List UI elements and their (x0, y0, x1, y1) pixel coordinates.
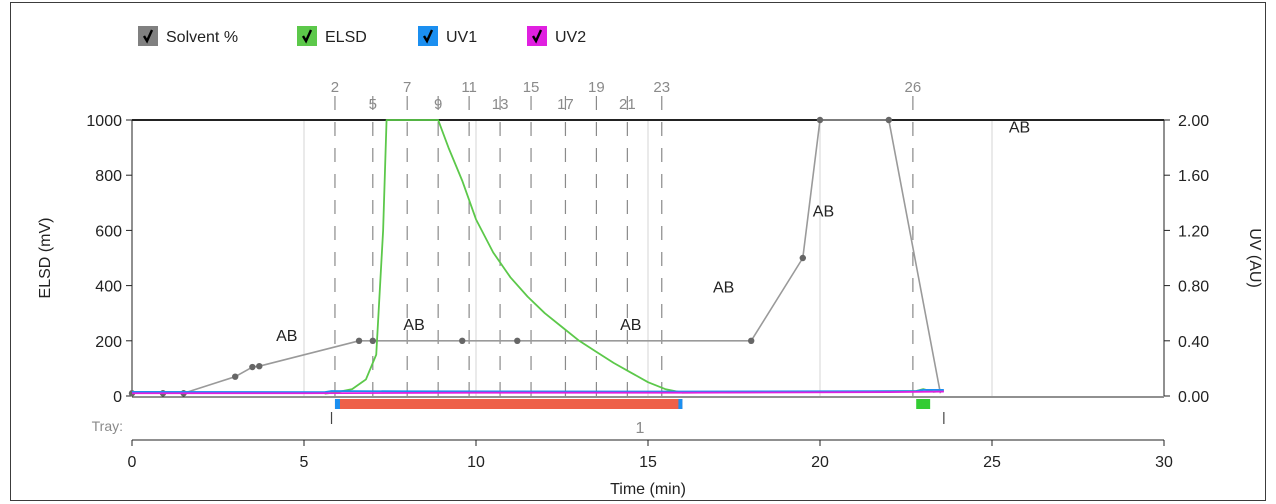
x-tick-label: 10 (467, 454, 485, 471)
fraction-label: 17 (557, 96, 574, 113)
tray-fraction-bar (334, 399, 683, 409)
y-left-tick-label: 200 (95, 334, 122, 351)
gradient-segment-label: AB (403, 317, 424, 334)
y-right-tick-label: 0.80 (1178, 279, 1209, 296)
y-right-tick-label: 1.20 (1178, 223, 1209, 240)
solvent-point-marker (369, 337, 376, 344)
fraction-label: 23 (653, 79, 670, 96)
x-axis-title: Time (min) (610, 481, 686, 498)
fraction-label: 2 (331, 79, 339, 96)
fraction-label: 21 (619, 96, 636, 113)
solvent-point-marker (799, 254, 806, 262)
solvent-point-marker (249, 363, 256, 371)
series-line-elsd (324, 119, 944, 395)
series-line-solvent (132, 119, 942, 395)
y-right-tick-label: 0.40 (1178, 334, 1209, 351)
x-tick-label: 15 (639, 454, 657, 471)
tray-bar-edge (678, 399, 683, 409)
fraction-label: 7 (403, 79, 411, 96)
y-left-tick-label: 800 (95, 168, 122, 185)
series-line-uv2 (132, 390, 944, 395)
fraction-label: 9 (434, 96, 442, 113)
y-left-tick-label: 400 (95, 279, 122, 296)
fraction-label: 5 (369, 96, 377, 113)
solvent-point-marker (355, 337, 363, 344)
solvent-point-marker (256, 362, 263, 370)
x-tick-label: 0 (128, 454, 137, 471)
gradient-segment-label: AB (1009, 119, 1030, 136)
y-left-axis-title: ELSD (mV) (37, 218, 54, 299)
gradient-segment-label: AB (620, 317, 641, 334)
y-left-tick-label: 600 (95, 223, 122, 240)
tray-bar-edge (916, 399, 922, 409)
legend-check-icon (531, 29, 543, 44)
gradient-segment-label: AB (276, 328, 297, 345)
gradient-segment-label: AB (813, 204, 834, 221)
y-left-tick-label: 0 (113, 389, 122, 406)
legend-check-icon (142, 29, 154, 44)
solvent-point-marker (232, 373, 239, 380)
tray-bar-edge (334, 399, 340, 409)
legend-check-icon (301, 29, 313, 44)
solvent-point-marker (459, 337, 466, 344)
fraction-label: 13 (492, 96, 509, 113)
tray-bar-edge (926, 399, 931, 409)
x-tick-label: 30 (1155, 454, 1173, 471)
fraction-label: 19 (588, 79, 605, 96)
series-line-uv1 (131, 389, 944, 394)
tray-label: Tray: (92, 418, 123, 434)
gradient-segment-label: AB (713, 280, 734, 297)
y-left-tick-label: 1000 (86, 113, 122, 130)
solvent-point-marker (748, 337, 755, 344)
solvent-point-marker (816, 116, 824, 124)
legend-label-solvent: Solvent % (166, 29, 238, 46)
y-right-axis-title: UV (AU) (1246, 228, 1263, 288)
legend-label-elsd: ELSD (325, 29, 367, 46)
fraction-label: 26 (905, 79, 922, 96)
solvent-point-marker (885, 116, 892, 124)
x-tick-label: 25 (983, 454, 1001, 471)
y-right-tick-label: 2.00 (1178, 113, 1209, 130)
legend-label-uv2: UV2 (555, 29, 586, 46)
y-right-tick-label: 0.00 (1178, 389, 1209, 406)
legend-label-uv1: UV1 (446, 29, 477, 46)
x-tick-label: 20 (811, 454, 829, 471)
legend-check-icon (422, 29, 434, 44)
tray-number: 1 (636, 420, 645, 437)
x-tick-label: 5 (300, 454, 309, 471)
fraction-label: 11 (461, 79, 477, 96)
tray-fraction-bar (916, 399, 931, 409)
y-right-tick-label: 1.60 (1178, 168, 1209, 185)
chart-frame (10, 2, 1266, 501)
fraction-label: 15 (523, 79, 540, 96)
solvent-point-marker (514, 337, 521, 344)
